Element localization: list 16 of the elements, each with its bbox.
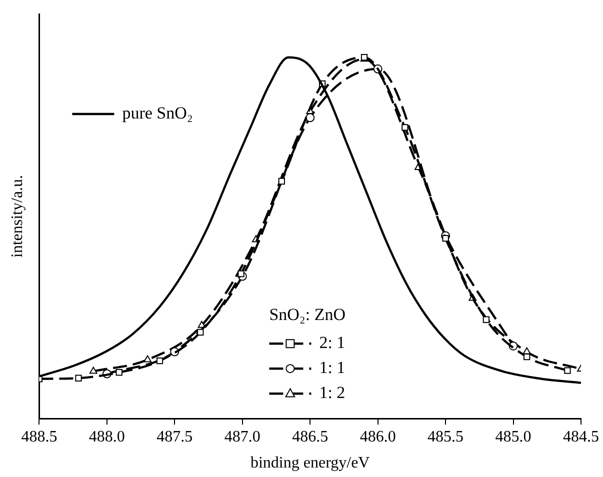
x-tick-label: 487.5 [156,428,193,446]
x-tick-label: 486.5 [292,428,328,446]
x-tick-label: 488.5 [21,428,58,446]
legend-label: 1: 1 [319,358,346,378]
legend-label: pure SnO₂ [122,103,193,122]
x-tick-label: 484.5 [563,428,599,446]
legend-label: 2: 1 [319,333,346,352]
x-tick-label: 485.0 [495,428,532,446]
legend-title: SnO₂: ZnO [269,305,346,324]
x-tick-label: 486.0 [360,428,396,446]
x-tick-label: 488.0 [88,428,125,446]
legend-label: 1: 2 [319,383,346,402]
x-tick-label: 485.5 [428,428,464,446]
x-tick-label: 487.0 [224,428,260,446]
y-axis-title: intensity/a.u. [8,174,26,258]
x-axis-title: binding energy/eV [250,454,370,472]
